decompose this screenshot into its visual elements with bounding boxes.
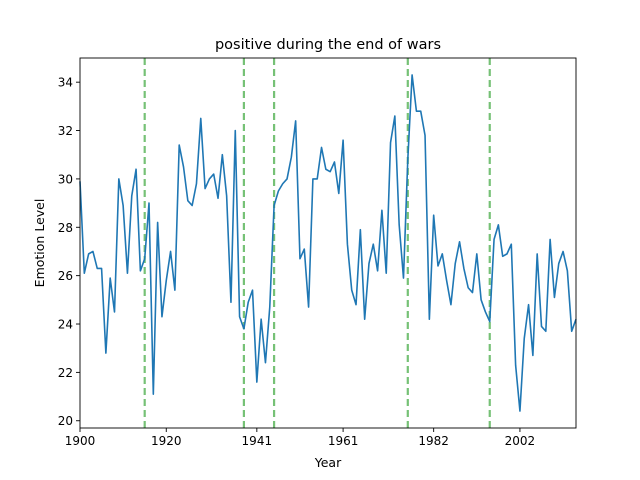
x-tick-label-1920: 1920 — [151, 434, 182, 448]
y-tick-label-20: 20 — [58, 414, 73, 428]
y-tick-label-24: 24 — [58, 318, 73, 332]
y-axis-ticks: 20 22 24 26 28 30 32 34 — [58, 76, 80, 428]
x-axis-ticks: 1900 1920 1941 1961 1982 2002 — [65, 428, 535, 448]
y-axis-label: Emotion Level — [32, 199, 47, 288]
plot-frame — [79, 57, 577, 429]
x-tick-label-2002: 2002 — [505, 434, 536, 448]
x-tick-label-1961: 1961 — [328, 434, 359, 448]
y-tick-label-30: 30 — [58, 172, 73, 186]
x-tick-label-1900: 1900 — [65, 434, 96, 448]
war-end-markers — [143, 58, 491, 428]
y-tick-label-22: 22 — [58, 366, 73, 380]
series-line — [79, 74, 577, 412]
y-tick-label-32: 32 — [58, 124, 73, 138]
x-tick-label-1982: 1982 — [418, 434, 449, 448]
y-tick-label-26: 26 — [58, 269, 73, 283]
y-tick-label-34: 34 — [58, 76, 73, 90]
y-tick-label-28: 28 — [58, 221, 73, 235]
x-tick-label-1941: 1941 — [242, 434, 273, 448]
x-axis-label: Year — [314, 455, 342, 470]
chart-title: positive during the end of wars — [215, 37, 441, 53]
